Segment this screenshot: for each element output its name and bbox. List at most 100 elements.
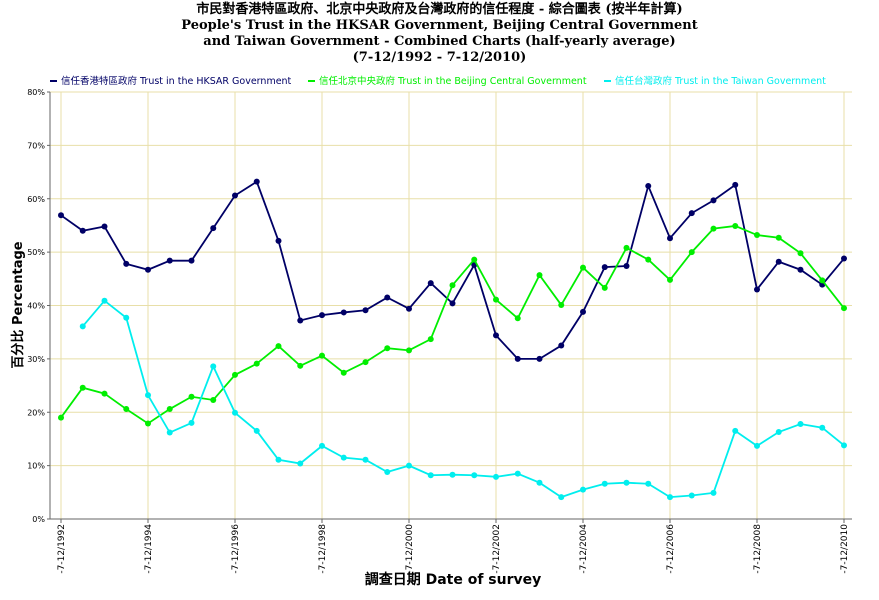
data-point (362, 456, 369, 463)
data-point (384, 345, 391, 352)
data-point (58, 414, 64, 421)
data-point (688, 249, 695, 256)
data-point (623, 479, 630, 486)
data-point (580, 264, 586, 271)
data-point (319, 352, 325, 359)
x-tick-label: -7-12/2008 (753, 524, 763, 574)
x-tick-label: -7-12/2006 (666, 524, 676, 574)
data-point (210, 363, 217, 370)
data-point (362, 307, 369, 314)
data-point (710, 489, 717, 496)
data-point (297, 460, 304, 467)
data-point (710, 225, 717, 232)
data-point (253, 360, 260, 367)
x-tick-label: -7-12/1994 (144, 524, 154, 574)
data-point (232, 192, 238, 199)
data-point (514, 355, 521, 362)
data-point (471, 472, 478, 479)
axes: 0% 10% 20% 30% 40% 50% 60% 70% 80% -7-12/1992 -7-1… (27, 88, 852, 574)
y-tick-label: 30% (27, 355, 45, 364)
data-point (427, 280, 434, 287)
data-point (754, 232, 760, 239)
y-tick-label: 70% (27, 141, 45, 150)
x-tick-label: -7-12/1996 (231, 524, 241, 574)
data-point (580, 308, 586, 315)
x-tick-label: -7-12/1992 (57, 524, 67, 574)
data-point (79, 384, 86, 391)
data-point (275, 237, 282, 244)
x-tick-label: -7-12/2000 (405, 524, 415, 574)
series-group (58, 178, 847, 501)
data-point (188, 393, 195, 400)
data-point (166, 429, 173, 436)
data-point (319, 442, 325, 449)
data-point (253, 178, 260, 185)
data-point (797, 250, 804, 257)
data-point (123, 406, 130, 413)
data-point (449, 471, 456, 478)
chart-title-block: 市民對香港特區政府、北京中央政府及台灣政府的信任程度 - 綜合圖表 (按半年計算… (0, 2, 879, 66)
data-point (493, 332, 499, 339)
data-point (406, 347, 412, 354)
data-point (514, 315, 521, 322)
data-point (319, 312, 325, 319)
x-tick-label: -7-12/2002 (492, 524, 502, 574)
data-point (101, 297, 108, 304)
data-point (449, 300, 456, 307)
data-point (101, 390, 108, 397)
data-point (427, 336, 434, 343)
data-point (601, 480, 608, 487)
data-point (623, 244, 630, 251)
chart-title-chinese: 市民對香港特區政府、北京中央政府及台灣政府的信任程度 - 綜合圖表 (按半年計算… (196, 2, 683, 17)
series-line (60, 225, 845, 425)
data-point (797, 420, 804, 427)
data-point (667, 494, 673, 501)
data-point (406, 305, 412, 312)
x-tick-label: -7-12/2004 (579, 524, 589, 574)
data-point (841, 305, 847, 312)
data-point (297, 317, 304, 324)
data-point (145, 392, 151, 399)
data-point (536, 272, 543, 279)
data-point (775, 234, 782, 241)
data-point (797, 266, 804, 273)
data-point (58, 212, 64, 219)
data-point (775, 428, 782, 435)
data-point (558, 494, 565, 501)
data-point (688, 210, 695, 217)
data-point (667, 235, 673, 242)
data-point (536, 355, 543, 362)
data-point (188, 257, 195, 264)
data-point (340, 369, 347, 376)
y-tick-label: 0% (32, 515, 45, 524)
y-tick-label: 40% (27, 302, 45, 311)
chart-title-period: (7-12/1992 - 7-12/2010) (352, 50, 527, 65)
data-point (384, 469, 391, 476)
x-tick-label: -7-12/1998 (318, 524, 328, 574)
data-point (558, 301, 565, 308)
legend-entry: 信任香港特區政府 Trust in the HKSAR Government (61, 75, 292, 87)
chart-title-english-line1: People's Trust in the HKSAR Government, … (181, 18, 698, 33)
data-point (79, 227, 86, 234)
series-1 (58, 178, 847, 362)
chart-title-english-line2: and Taiwan Government - Combined Charts … (203, 34, 676, 49)
data-point (384, 294, 391, 301)
data-point (493, 473, 499, 480)
legend-entry: 信任台灣政府 Trust in the Taiwan Government (615, 75, 826, 87)
legend-entry: 信任北京中央政府 Trust in the Beijing Central Go… (319, 75, 587, 87)
series-3 (79, 297, 847, 501)
data-point (514, 470, 521, 477)
data-point (645, 182, 652, 189)
data-point (145, 266, 151, 273)
data-point (166, 257, 173, 264)
data-point (580, 486, 586, 493)
data-point (841, 442, 847, 449)
y-tick-label: 20% (27, 408, 45, 417)
data-point (101, 223, 108, 230)
data-point (754, 442, 760, 449)
data-point (732, 427, 739, 434)
data-point (123, 314, 130, 321)
series-line (82, 299, 845, 499)
data-point (297, 362, 304, 369)
data-point (145, 420, 151, 427)
